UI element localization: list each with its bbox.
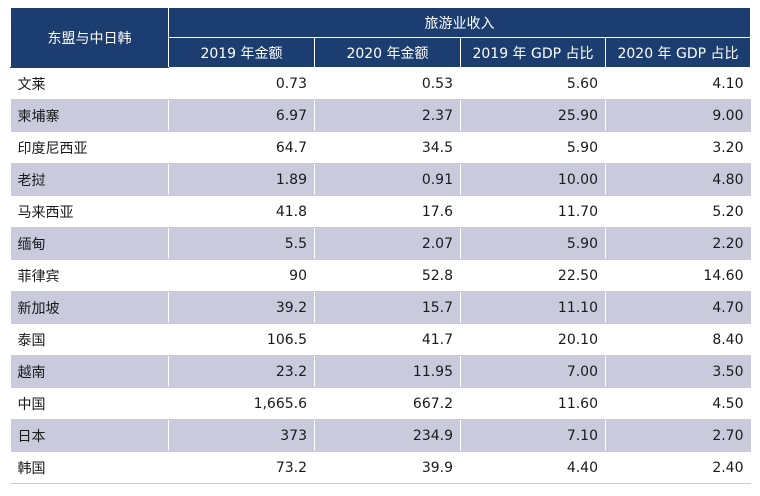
amount-2020-cell: 39.9 (314, 451, 461, 484)
amount-2020-cell: 34.5 (314, 131, 461, 164)
column-header-2019-amount: 2019 年金额 (168, 37, 315, 68)
amount-2019-cell: 39.2 (168, 291, 315, 324)
gdp-share-2020-cell: 3.50 (605, 355, 751, 388)
column-header-2020-amount: 2020 年金额 (314, 37, 461, 68)
amount-2019-cell: 1.89 (168, 163, 315, 196)
country-name-cell: 菲律宾 (10, 259, 169, 292)
table-row: 马来西亚 41.8 17.6 11.70 5.20 (10, 195, 751, 228)
table-row: 菲律宾 90 52.8 22.50 14.60 (10, 259, 751, 292)
gdp-share-2019-cell: 11.10 (460, 291, 606, 324)
table-body: 文莱 0.73 0.53 5.60 4.10 柬埔寨 6.97 2.37 25.90 9.00 印度… (10, 67, 751, 484)
amount-2020-cell: 2.37 (314, 99, 461, 132)
tourism-revenue-table: 东盟与中日韩 旅游业收入 2019 年金额 2020 年金额 2019 年 GD… (10, 7, 751, 484)
country-name-cell: 老挝 (10, 163, 169, 196)
gdp-share-2020-cell: 4.10 (605, 67, 751, 100)
amount-2019-cell: 23.2 (168, 355, 315, 388)
gdp-share-2020-cell: 3.20 (605, 131, 751, 164)
table-header: 东盟与中日韩 旅游业收入 2019 年金额 2020 年金额 2019 年 GD… (10, 7, 751, 68)
gdp-share-2020-cell: 2.40 (605, 451, 751, 484)
country-name-cell: 越南 (10, 355, 169, 388)
gdp-share-2019-cell: 22.50 (460, 259, 606, 292)
corner-header: 东盟与中日韩 (10, 7, 169, 68)
gdp-share-2019-cell: 5.60 (460, 67, 606, 100)
country-name-cell: 马来西亚 (10, 195, 169, 228)
amount-2020-cell: 41.7 (314, 323, 461, 356)
amount-2019-cell: 106.5 (168, 323, 315, 356)
table-row: 中国 1,665.6 667.2 11.60 4.50 (10, 387, 751, 420)
country-name-cell: 文莱 (10, 67, 169, 100)
amount-2020-cell: 17.6 (314, 195, 461, 228)
amount-2020-cell: 0.53 (314, 67, 461, 100)
amount-2020-cell: 11.95 (314, 355, 461, 388)
amount-2019-cell: 90 (168, 259, 315, 292)
table-row: 缅甸 5.5 2.07 5.90 2.20 (10, 227, 751, 260)
gdp-share-2020-cell: 5.20 (605, 195, 751, 228)
country-name-cell: 缅甸 (10, 227, 169, 260)
amount-2020-cell: 52.8 (314, 259, 461, 292)
gdp-share-2020-cell: 4.80 (605, 163, 751, 196)
table-row: 泰国 106.5 41.7 20.10 8.40 (10, 323, 751, 356)
gdp-share-2020-cell: 2.70 (605, 419, 751, 452)
country-name-cell: 中国 (10, 387, 169, 420)
gdp-share-2019-cell: 7.00 (460, 355, 606, 388)
gdp-share-2019-cell: 11.60 (460, 387, 606, 420)
amount-2019-cell: 5.5 (168, 227, 315, 260)
table-row: 日本 373 234.9 7.10 2.70 (10, 419, 751, 452)
gdp-share-2020-cell: 4.70 (605, 291, 751, 324)
gdp-share-2020-cell: 14.60 (605, 259, 751, 292)
country-name-cell: 韩国 (10, 451, 169, 484)
country-name-cell: 日本 (10, 419, 169, 452)
country-name-cell: 泰国 (10, 323, 169, 356)
gdp-share-2019-cell: 4.40 (460, 451, 606, 484)
amount-2019-cell: 0.73 (168, 67, 315, 100)
column-header-2019-gdp-share: 2019 年 GDP 占比 (460, 37, 606, 68)
table-row: 文莱 0.73 0.53 5.60 4.10 (10, 67, 751, 100)
amount-2020-cell: 15.7 (314, 291, 461, 324)
country-name-cell: 印度尼西亚 (10, 131, 169, 164)
gdp-share-2020-cell: 8.40 (605, 323, 751, 356)
gdp-share-2019-cell: 7.10 (460, 419, 606, 452)
amount-2019-cell: 6.97 (168, 99, 315, 132)
amount-2020-cell: 234.9 (314, 419, 461, 452)
amount-2019-cell: 73.2 (168, 451, 315, 484)
gdp-share-2019-cell: 20.10 (460, 323, 606, 356)
gdp-share-2019-cell: 11.70 (460, 195, 606, 228)
amount-2020-cell: 667.2 (314, 387, 461, 420)
table-row: 柬埔寨 6.97 2.37 25.90 9.00 (10, 99, 751, 132)
gdp-share-2019-cell: 5.90 (460, 131, 606, 164)
gdp-share-2020-cell: 2.20 (605, 227, 751, 260)
table-row: 印度尼西亚 64.7 34.5 5.90 3.20 (10, 131, 751, 164)
country-name-cell: 新加坡 (10, 291, 169, 324)
amount-2019-cell: 41.8 (168, 195, 315, 228)
table-row: 新加坡 39.2 15.7 11.10 4.70 (10, 291, 751, 324)
gdp-share-2019-cell: 5.90 (460, 227, 606, 260)
table-row: 韩国 73.2 39.9 4.40 2.40 (10, 451, 751, 484)
gdp-share-2019-cell: 10.00 (460, 163, 606, 196)
gdp-share-2020-cell: 4.50 (605, 387, 751, 420)
amount-2020-cell: 2.07 (314, 227, 461, 260)
table-row: 越南 23.2 11.95 7.00 3.50 (10, 355, 751, 388)
gdp-share-2019-cell: 25.90 (460, 99, 606, 132)
amount-2019-cell: 373 (168, 419, 315, 452)
gdp-share-2020-cell: 9.00 (605, 99, 751, 132)
amount-2019-cell: 64.7 (168, 131, 315, 164)
group-header: 旅游业收入 (168, 7, 751, 38)
country-name-cell: 柬埔寨 (10, 99, 169, 132)
amount-2019-cell: 1,665.6 (168, 387, 315, 420)
column-header-2020-gdp-share: 2020 年 GDP 占比 (605, 37, 751, 68)
table-row: 老挝 1.89 0.91 10.00 4.80 (10, 163, 751, 196)
amount-2020-cell: 0.91 (314, 163, 461, 196)
